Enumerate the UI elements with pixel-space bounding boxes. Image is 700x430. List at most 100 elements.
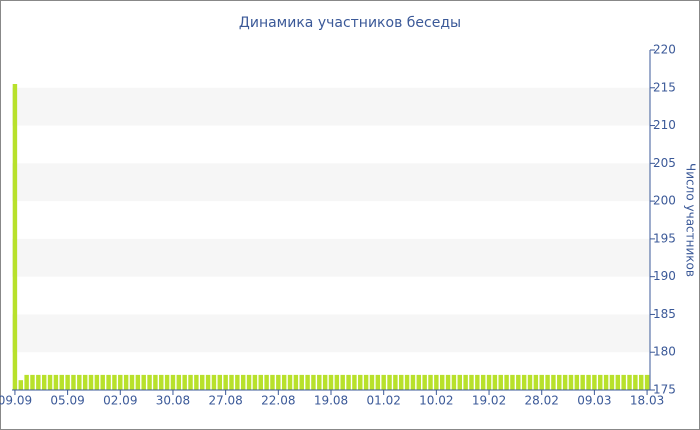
bar (30, 374, 35, 390)
bar (445, 374, 451, 390)
bar (211, 374, 217, 390)
bar (276, 374, 281, 390)
bar (346, 374, 351, 390)
x-tick-label: 05.09 (50, 394, 84, 408)
y-tick-label: 185 (653, 307, 676, 321)
x-tick-label: 09.09 (0, 394, 32, 408)
bar (223, 374, 228, 390)
bar (358, 374, 363, 390)
bar (135, 374, 141, 390)
bar (469, 374, 474, 390)
bar (363, 374, 369, 390)
bar (627, 374, 632, 390)
bar (533, 374, 539, 390)
bar (510, 374, 515, 390)
bar (399, 374, 404, 390)
bar (486, 374, 492, 390)
bar (47, 374, 53, 390)
bar (340, 374, 345, 390)
bar (322, 374, 328, 390)
bar (352, 374, 357, 390)
bar (94, 374, 100, 390)
bar (580, 374, 585, 390)
bar (410, 374, 416, 390)
bar (229, 374, 234, 390)
bar (393, 374, 398, 390)
bar (53, 374, 59, 390)
bar (270, 374, 275, 390)
y-tick-label: 205 (653, 156, 676, 170)
y-tick-label: 210 (653, 118, 676, 132)
y-tick-label: 190 (653, 269, 676, 283)
bar (112, 374, 117, 390)
bar (621, 374, 626, 390)
bar (369, 374, 375, 390)
x-tick-label: 19.08 (314, 394, 348, 408)
bar (638, 374, 644, 390)
x-tick-label: 19.02 (472, 394, 506, 408)
bar (287, 374, 293, 390)
y-axis-title: Число участников (684, 163, 698, 277)
bar (164, 374, 170, 390)
bar (41, 374, 47, 390)
bar (633, 374, 638, 390)
bar (77, 374, 82, 390)
bar (118, 374, 123, 390)
bar (82, 374, 88, 390)
bar (205, 374, 211, 390)
bar (527, 374, 533, 390)
bar (106, 374, 111, 390)
bar (498, 374, 503, 390)
bar (492, 374, 498, 390)
bar (516, 374, 521, 390)
y-tick-label: 200 (653, 194, 676, 208)
bar (334, 374, 340, 390)
x-tick-label: 02.09 (103, 394, 137, 408)
bar (170, 374, 176, 390)
bar (293, 374, 299, 390)
bar (147, 374, 152, 390)
bar (129, 374, 135, 390)
bar (603, 374, 609, 390)
bar (387, 374, 392, 390)
bar (434, 374, 439, 390)
bar (188, 374, 193, 390)
bar (562, 374, 568, 390)
bar (598, 374, 603, 390)
bar (200, 374, 205, 390)
x-tick-label: 30.08 (156, 394, 190, 408)
x-tick-label: 09.03 (577, 394, 611, 408)
chart-title: Динамика участников беседы (239, 15, 461, 31)
bar (457, 374, 462, 390)
x-tick-label: 01.02 (366, 394, 400, 408)
bar (521, 374, 527, 390)
bar (428, 374, 433, 390)
y-tick-label: 175 (653, 383, 676, 397)
x-tick-label: 22.08 (261, 394, 295, 408)
bar (416, 374, 422, 390)
grid-band (12, 314, 650, 353)
bar (311, 374, 316, 390)
bar (281, 374, 287, 390)
grid-band (12, 163, 650, 202)
x-tick-label: 27.08 (208, 394, 242, 408)
bar (557, 374, 562, 390)
bar (422, 374, 427, 390)
bar (545, 374, 550, 390)
bar (88, 374, 94, 390)
bar (235, 374, 240, 390)
bar (305, 374, 310, 390)
bar (217, 374, 223, 390)
bar (574, 374, 580, 390)
bar (264, 374, 269, 390)
bar (182, 374, 187, 390)
bar (451, 374, 457, 390)
bar (317, 374, 322, 390)
x-tick-label: 18.03 (630, 394, 664, 408)
bar (24, 374, 29, 390)
grid-band (12, 238, 650, 277)
bar (568, 374, 574, 390)
bar (299, 374, 304, 390)
bar (381, 374, 386, 390)
